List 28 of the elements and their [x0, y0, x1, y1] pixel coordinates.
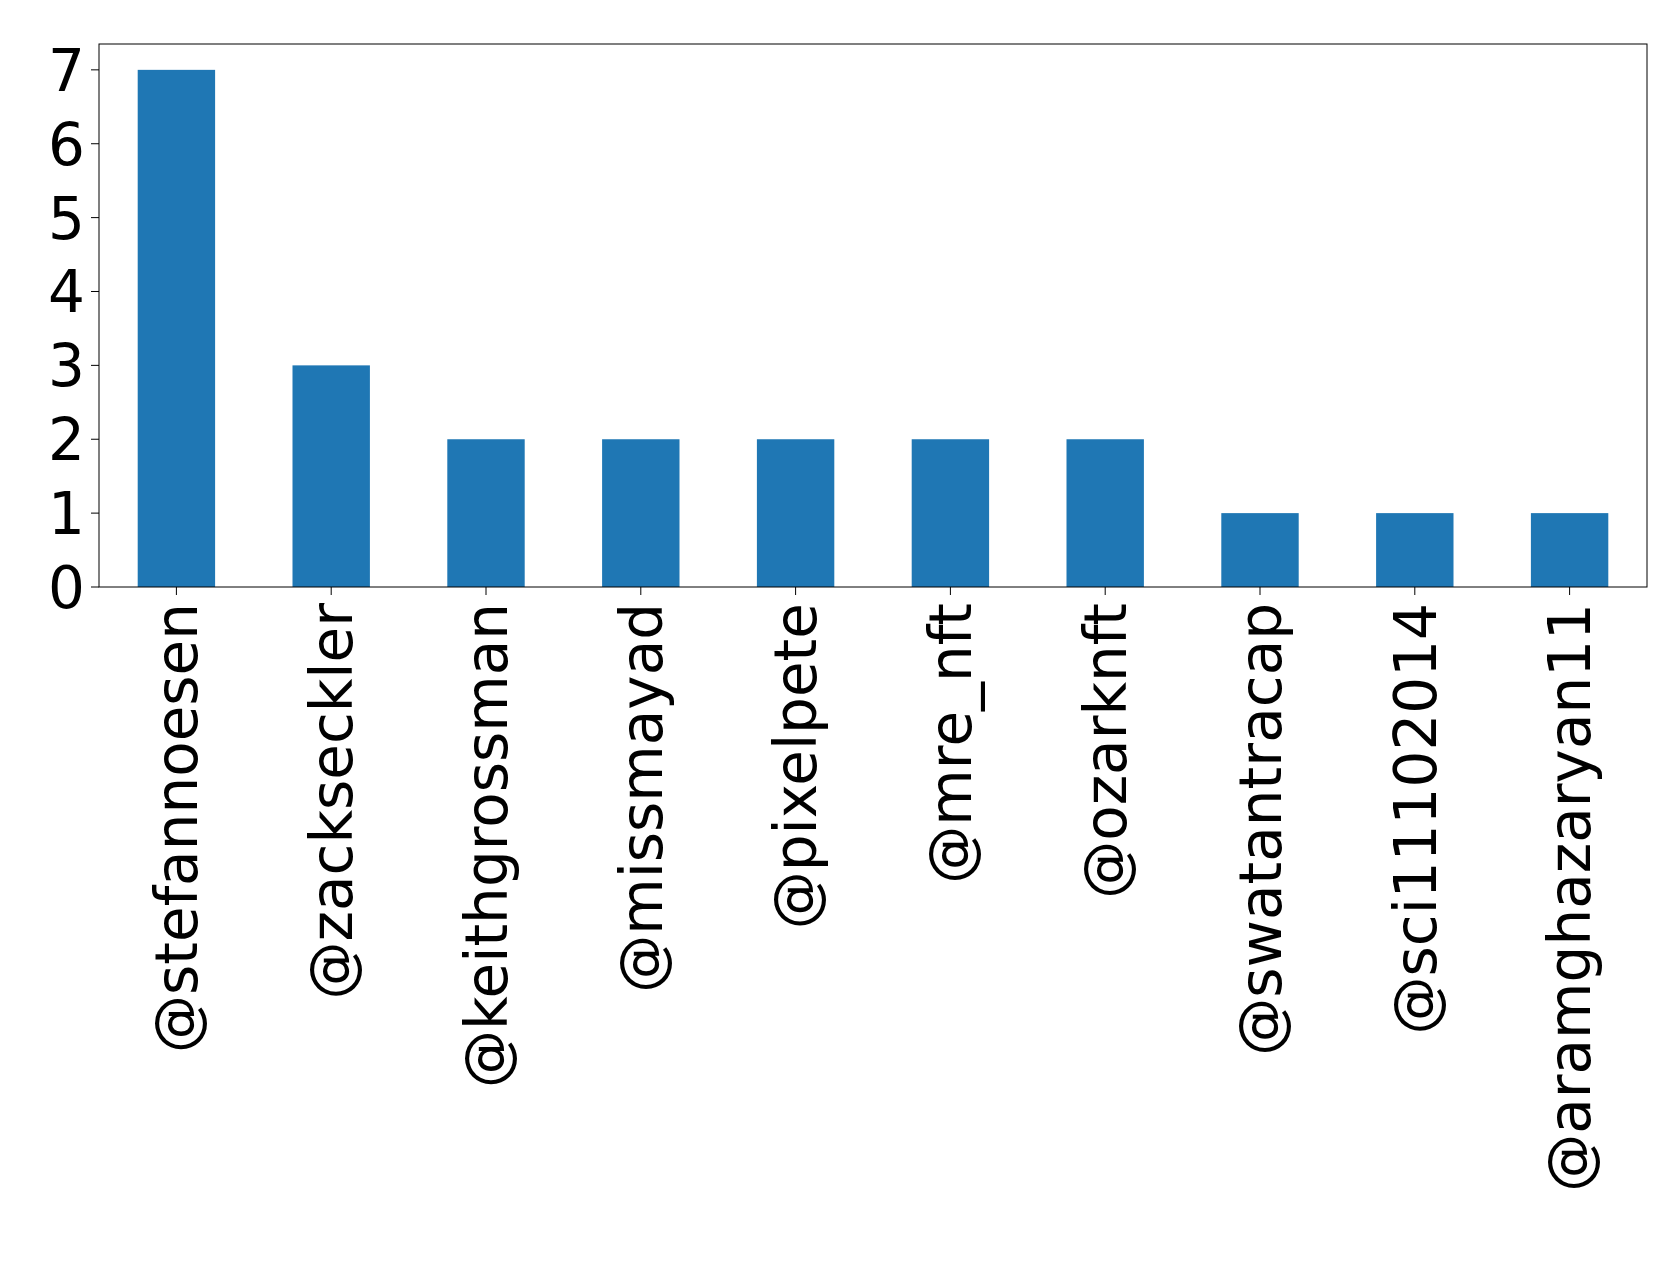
y-tick-label: 1	[48, 480, 85, 548]
y-tick-label: 4	[48, 258, 85, 327]
bar	[292, 365, 370, 587]
bar	[1221, 513, 1299, 587]
y-tick-label: 3	[48, 332, 85, 401]
y-tick-label: 0	[48, 553, 85, 622]
y-tick-label: 5	[48, 184, 85, 253]
x-tick-label: @sci11102014	[1381, 603, 1450, 1035]
bar	[447, 439, 525, 587]
x-tick-label: @aramghazaryan11	[1536, 603, 1605, 1192]
x-tick-label: @missmayad	[607, 603, 676, 993]
bar	[137, 69, 216, 587]
x-tick-label: @swatantracap	[1226, 603, 1295, 1056]
bar	[602, 439, 680, 587]
y-tick-label: 2	[48, 406, 85, 475]
bar	[1066, 439, 1144, 587]
bar	[756, 439, 835, 587]
x-tick-label: @keithgrossman	[452, 603, 521, 1088]
x-tick-label: @stefannoesen	[143, 603, 212, 1053]
x-tick-label: @zackseckler	[298, 602, 367, 1000]
x-tick-label: @mre_nft	[917, 603, 986, 884]
x-tick-label: @ozarknft	[1072, 603, 1141, 899]
bar	[1530, 513, 1609, 587]
y-tick-label: 6	[48, 110, 85, 179]
bar	[1376, 513, 1454, 587]
x-tick-label: @pixelpete	[762, 603, 831, 930]
bar	[911, 439, 990, 587]
y-tick-label: 7	[48, 36, 85, 105]
